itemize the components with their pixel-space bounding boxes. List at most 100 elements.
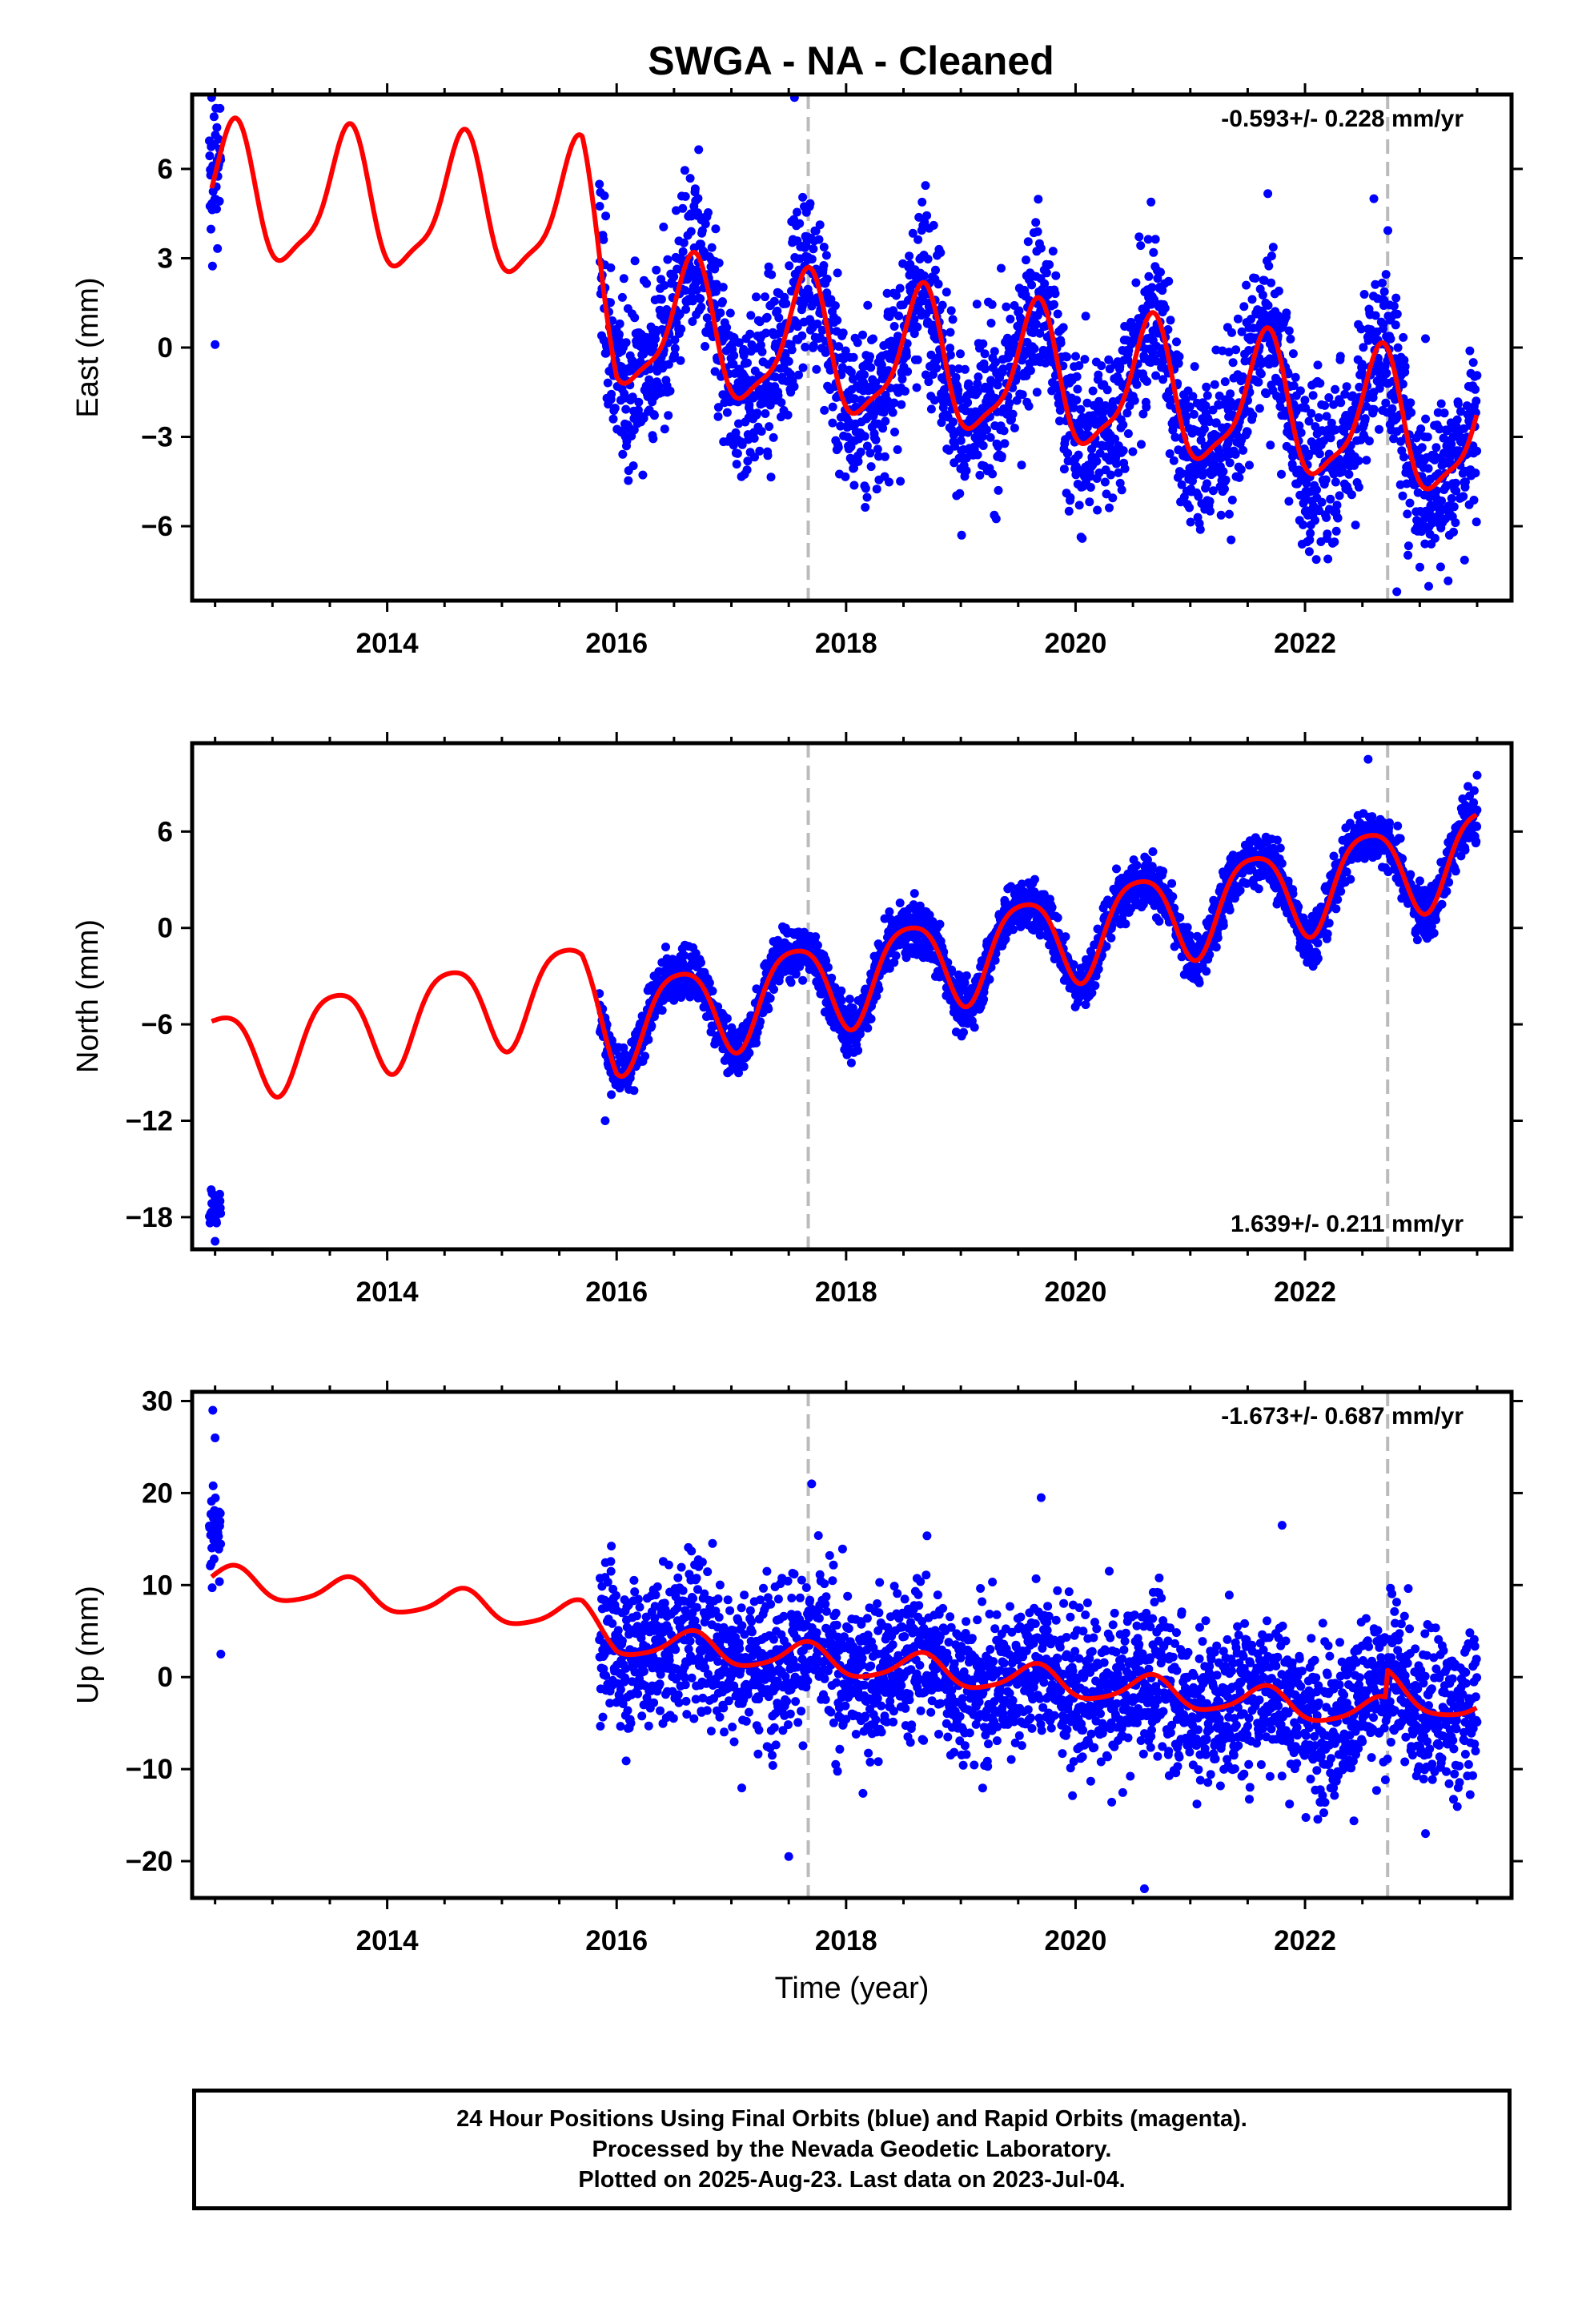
data-point <box>1247 295 1257 304</box>
data-point <box>1063 448 1073 458</box>
data-point <box>1264 261 1274 271</box>
data-point <box>742 465 752 475</box>
data-point <box>773 306 782 316</box>
data-point <box>994 485 1003 495</box>
data-point <box>942 287 951 297</box>
data-point <box>1291 372 1300 382</box>
data-point <box>815 220 825 230</box>
data-point <box>1190 362 1199 372</box>
data-point <box>841 472 850 481</box>
data-point <box>801 342 810 352</box>
data-point <box>981 364 990 374</box>
data-point <box>642 279 652 288</box>
data-point <box>654 381 664 391</box>
data-point <box>946 350 955 360</box>
y-axis-label: East (mm) <box>71 277 105 417</box>
data-point <box>1032 320 1041 329</box>
data-point <box>817 325 827 335</box>
data-point <box>707 243 717 252</box>
data-point <box>1421 414 1431 424</box>
data-point <box>912 383 921 392</box>
data-point <box>913 235 923 244</box>
data-point <box>679 238 689 247</box>
data-point <box>712 279 721 289</box>
data-point <box>216 1208 226 1218</box>
data-point <box>962 453 971 463</box>
data-point <box>734 338 744 348</box>
data-point <box>603 378 612 388</box>
data-point <box>896 476 905 486</box>
data-point <box>649 411 659 420</box>
data-point <box>973 379 982 388</box>
data-point <box>1142 402 1151 412</box>
data-point <box>1331 477 1340 487</box>
data-point <box>702 313 712 323</box>
data-point <box>1224 348 1234 357</box>
data-point <box>1359 290 1369 299</box>
data-point <box>991 357 1000 367</box>
data-point <box>793 322 802 332</box>
data-point <box>986 319 996 328</box>
data-point <box>1164 276 1174 286</box>
data-point <box>964 379 974 388</box>
data-point <box>809 341 818 350</box>
data-point <box>1330 537 1339 547</box>
data-point <box>878 424 888 433</box>
data-point <box>617 292 627 302</box>
data-point <box>1076 404 1086 414</box>
data-point <box>1451 518 1460 528</box>
data-point <box>895 899 905 907</box>
data-point <box>954 385 963 395</box>
data-point <box>999 426 1009 436</box>
data-point <box>1289 381 1299 391</box>
data-point <box>607 389 616 399</box>
data-point <box>903 367 913 376</box>
data-point <box>1329 400 1339 409</box>
data-point <box>826 295 836 304</box>
data-point <box>1208 486 1218 496</box>
x-tick-label: 2022 <box>1274 628 1336 659</box>
data-point <box>1118 420 1128 429</box>
data-point <box>885 907 894 916</box>
data-point <box>1188 392 1198 401</box>
data-point <box>1233 314 1243 324</box>
data-point <box>1120 464 1130 473</box>
data-point <box>1169 456 1178 465</box>
data-point <box>1423 464 1433 473</box>
data-point <box>881 416 890 426</box>
data-point <box>713 412 723 421</box>
data-point <box>1392 309 1402 319</box>
data-point <box>1354 456 1363 465</box>
data-point <box>1452 486 1461 496</box>
data-point <box>1235 886 1245 895</box>
data-point <box>1389 301 1399 311</box>
data-point <box>1082 398 1092 408</box>
data-point <box>1158 375 1168 384</box>
data-point <box>997 263 1006 273</box>
outlier-point <box>211 340 220 349</box>
data-point <box>718 297 727 307</box>
data-point <box>1331 384 1340 394</box>
data-point <box>865 352 874 361</box>
data-point <box>1005 398 1014 408</box>
data-point <box>697 226 707 235</box>
data-point <box>1391 395 1399 404</box>
data-point <box>901 387 909 396</box>
data-point <box>853 1046 863 1055</box>
data-point <box>959 1027 968 1037</box>
data-point <box>805 199 815 208</box>
data-point <box>1160 304 1170 313</box>
data-point <box>946 328 955 337</box>
data-point <box>871 435 881 444</box>
data-point <box>762 312 772 322</box>
data-point <box>1010 424 1019 432</box>
data-point <box>1221 475 1231 485</box>
data-point <box>897 400 906 409</box>
data-point <box>872 485 881 494</box>
data-point <box>1051 271 1061 280</box>
data-point <box>618 449 628 459</box>
data-point <box>1189 409 1199 419</box>
data-point <box>1371 279 1380 289</box>
data-point <box>1066 493 1075 502</box>
